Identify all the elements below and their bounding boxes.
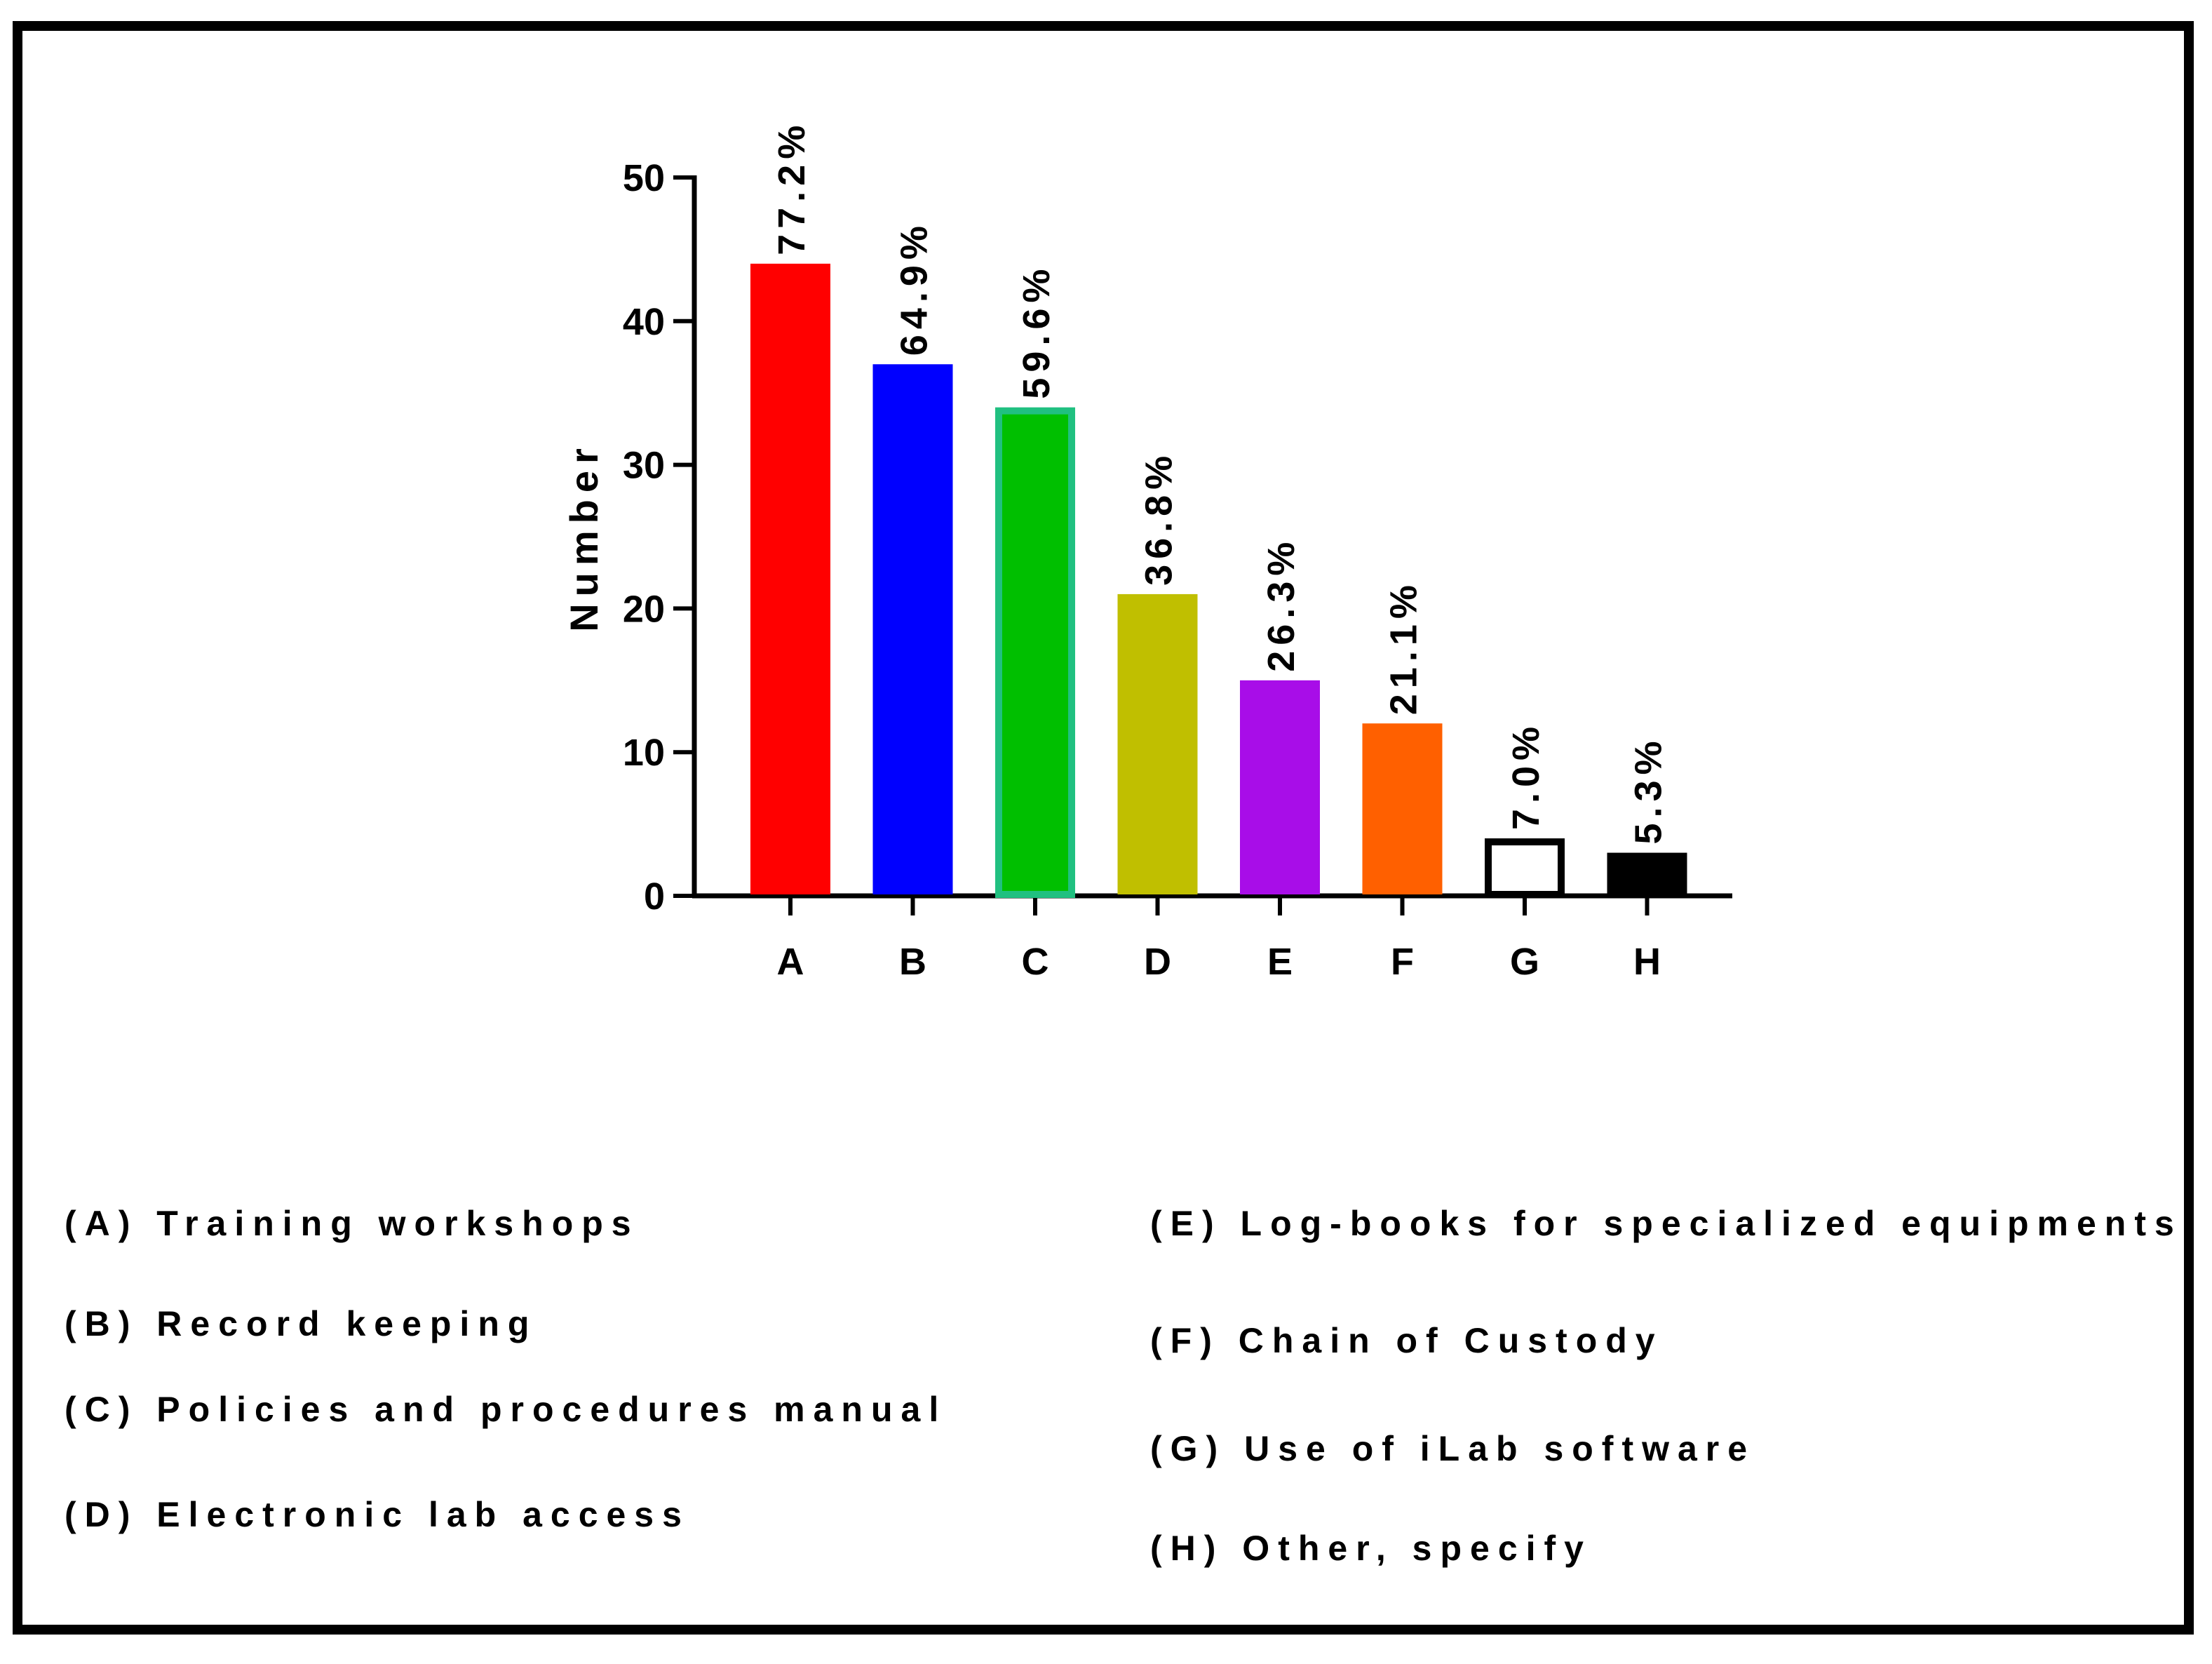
data-label-a: 77.2%: [771, 120, 813, 255]
bar-e: [1240, 680, 1320, 894]
x-tick-label-d: D: [1144, 941, 1171, 983]
y-tick-label-50: 50: [623, 157, 665, 199]
x-tick-label-f: F: [1391, 941, 1414, 983]
y-tick-label-20: 20: [623, 588, 665, 630]
data-label-h: 5.3%: [1628, 735, 1670, 844]
x-tick-label-h: H: [1633, 941, 1661, 983]
data-label-d: 36.8%: [1138, 450, 1180, 586]
x-tick-label-c: C: [1022, 941, 1049, 983]
legend-item-e: (E) Log-books for specialized equipments: [1150, 1204, 2183, 1243]
bar-g: [1485, 838, 1565, 898]
x-tick-label-b: B: [899, 941, 926, 983]
legend-item-g: (G) Use of iLab software: [1150, 1429, 1756, 1468]
data-label-f: 21.1%: [1383, 579, 1425, 715]
legend-item-a: (A) Training workshops: [65, 1204, 640, 1243]
y-tick-label-10: 10: [623, 732, 665, 774]
legend-item-c: (C) Policies and procedures manual: [65, 1390, 947, 1429]
bar-f: [1362, 723, 1443, 894]
y-axis-label: Number: [562, 441, 606, 632]
data-label-c: 59.6%: [1016, 264, 1058, 399]
y-axis: 0 10 20 30 40 50: [623, 157, 697, 918]
x-tick-label-a: A: [777, 941, 804, 983]
figure-frame: [13, 21, 2194, 1635]
bar-h: [1607, 852, 1687, 894]
bar-a: [750, 263, 830, 894]
data-label-g: 7.0%: [1505, 721, 1547, 830]
legend-item-h: (H) Other, specify: [1150, 1529, 1592, 1568]
bar-b: [872, 364, 953, 894]
y-tick-label-30: 30: [623, 445, 665, 487]
x-tick-label-g: G: [1510, 941, 1539, 983]
bars: [750, 263, 1687, 898]
bar-d: [1117, 593, 1198, 894]
data-label-b: 64.9%: [893, 220, 936, 356]
y-tick-label-0: 0: [644, 875, 665, 918]
x-axis: A B C D E F G H: [692, 893, 1732, 983]
x-tick-label-e: E: [1267, 941, 1293, 983]
bar-c: [995, 407, 1075, 898]
data-label-e: 26.3%: [1260, 537, 1302, 672]
data-labels: 77.2% 64.9% 59.6% 36.8% 26.3% 21.1% 7.0% 5.3%: [771, 120, 1670, 845]
legend-item-b: (B) Record keeping: [65, 1304, 538, 1343]
legend-item-d: (D) Electronic lab access: [65, 1495, 690, 1534]
legend-item-f: (F) Chain of Custody: [1150, 1321, 1664, 1360]
y-tick-label-40: 40: [623, 301, 665, 343]
